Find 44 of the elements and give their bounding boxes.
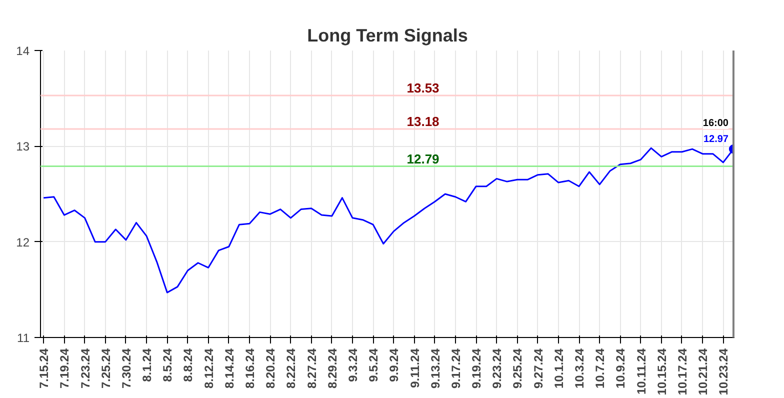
x-tick-label: 9.5.24 xyxy=(366,348,381,382)
x-tick-label: 8.16.24 xyxy=(243,348,258,389)
x-tick-label: 9.11.24 xyxy=(408,348,422,388)
x-tick-label: 9.9.24 xyxy=(387,348,402,382)
x-tick-label: 9.17.24 xyxy=(448,348,463,389)
x-tick-label: 8.29.24 xyxy=(325,348,340,389)
x-tick-label: 10.11.24 xyxy=(634,348,648,395)
y-tick-label: 11 xyxy=(17,331,30,345)
x-tick-label: 8.22.24 xyxy=(284,348,298,389)
chart-title: Long Term Signals xyxy=(307,26,468,46)
x-tick-label: 10.1.24 xyxy=(552,348,566,389)
x-tick-label: 9.19.24 xyxy=(470,348,484,389)
x-tick-label: 10.9.24 xyxy=(614,348,628,389)
x-tick-label: 8.12.24 xyxy=(202,348,216,389)
x-tick-label: 10.3.24 xyxy=(572,348,587,389)
x-tick-label: 7.23.24 xyxy=(78,348,92,389)
annotation: 12.97 xyxy=(703,134,729,146)
x-tick-label: 8.27.24 xyxy=(304,348,319,389)
y-tick-label: 13 xyxy=(16,140,30,154)
x-tick-label: 9.23.24 xyxy=(490,348,504,389)
ref-line-label: 12.79 xyxy=(406,151,440,166)
x-tick-label: 7.15.24 xyxy=(37,348,52,389)
x-tick-label: 9.13.24 xyxy=(428,348,442,389)
x-tick-label: 8.20.24 xyxy=(264,348,278,389)
x-tick-label: 9.3.24 xyxy=(346,348,360,382)
x-tick-label: 10.23.24 xyxy=(716,348,731,396)
x-tick-label: 10.17.24 xyxy=(675,348,690,396)
x-tick-label: 7.30.24 xyxy=(119,348,134,389)
x-tick-label: 8.8.24 xyxy=(181,348,196,382)
x-tick-label: 10.15.24 xyxy=(654,348,669,396)
ref-line-label: 13.18 xyxy=(406,114,440,129)
y-tick-label: 12 xyxy=(16,235,30,250)
x-tick-label: 9.27.24 xyxy=(531,348,546,389)
x-tick-label: 8.14.24 xyxy=(222,348,236,389)
annotation: 16:00 xyxy=(702,118,729,130)
x-tick-label: 10.7.24 xyxy=(593,348,608,389)
ref-line-label: 13.53 xyxy=(406,80,440,96)
x-tick-label: 8.5.24 xyxy=(160,348,175,382)
x-tick-label: 8.1.24 xyxy=(140,348,154,382)
x-tick-label: 9.25.24 xyxy=(510,348,525,389)
y-tick-label: 14 xyxy=(16,44,30,58)
x-tick-label: 7.19.24 xyxy=(58,348,72,389)
x-tick-label: 10.21.24 xyxy=(696,348,710,396)
x-tick-label: 7.25.24 xyxy=(98,348,113,389)
